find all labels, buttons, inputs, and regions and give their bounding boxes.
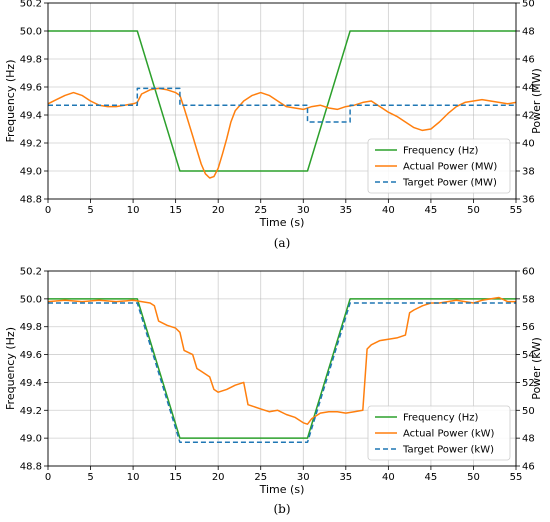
y-right-tick-label: 56 xyxy=(522,322,535,333)
y-tick-label: 50.0 xyxy=(20,294,42,305)
legend-label: Frequency (Hz) xyxy=(403,146,479,157)
x-tick-label: 10 xyxy=(127,205,140,216)
y-right-tick-label: 50 xyxy=(522,0,535,10)
y-tick-label: 49.8 xyxy=(20,55,42,66)
y-tick-label: 48.8 xyxy=(20,195,42,206)
x-axis-label: Time (s) xyxy=(259,483,305,496)
x-tick-label: 45 xyxy=(425,472,438,483)
y-right-tick-label: 58 xyxy=(522,294,535,305)
y-tick-label: 49.2 xyxy=(20,139,42,150)
y-tick-label: 49.8 xyxy=(20,322,42,333)
y-axis-label: Frequency (Hz) xyxy=(4,327,17,410)
y-tick-label: 49.0 xyxy=(20,434,42,445)
series-line xyxy=(47,87,517,179)
y-axis-label: Frequency (Hz) xyxy=(4,60,17,143)
x-tick-label: 40 xyxy=(382,472,395,483)
y-tick-label: 49.6 xyxy=(20,350,42,361)
y-right-tick-label: 48 xyxy=(522,27,535,38)
y-right-tick-label: 50 xyxy=(522,406,535,417)
legend-label: Actual Power (MW) xyxy=(403,162,497,173)
x-tick-label: 50 xyxy=(467,205,480,216)
y-right-tick-label: 60 xyxy=(522,267,535,278)
x-tick-label: 35 xyxy=(339,205,352,216)
legend-box xyxy=(367,405,511,461)
series-line xyxy=(48,87,516,123)
y-right-tick-label: 42 xyxy=(522,111,535,122)
plot-frame xyxy=(47,270,517,467)
chart-panel: 0 5 10 15 20 25 30 35 40 45 50 55 48.8 49.0 49.2 49.4 49… xyxy=(4,0,543,250)
legend-label: Frequency (Hz) xyxy=(403,413,479,424)
chart-panel: 0 5 10 15 20 25 30 35 40 45 50 55 48.8 49.0 49.2 49.4 49… xyxy=(4,267,543,517)
y-tick-label: 49.0 xyxy=(20,167,42,178)
y-right-tick-label: 52 xyxy=(522,378,535,389)
legend-label: Target Power (MW) xyxy=(402,178,497,189)
y-right-axis-label: Power (kW) xyxy=(530,337,543,400)
y-tick-label: 49.2 xyxy=(20,406,42,417)
figure-caption: (a) xyxy=(274,236,291,250)
x-axis-label: Time (s) xyxy=(259,216,305,229)
series-line xyxy=(47,296,516,425)
x-tick-label: 25 xyxy=(254,472,267,483)
series-line xyxy=(48,30,516,172)
y-right-tick-label: 46 xyxy=(522,462,535,473)
x-tick-label: 5 xyxy=(87,472,93,483)
x-tick-label: 55 xyxy=(510,472,523,483)
y-tick-label: 50.2 xyxy=(20,0,42,10)
x-tick-label: 40 xyxy=(382,205,395,216)
x-tick-label: 50 xyxy=(467,472,480,483)
x-tick-label: 45 xyxy=(425,205,438,216)
y-right-tick-label: 40 xyxy=(522,139,535,150)
x-tick-label: 15 xyxy=(169,205,182,216)
y-tick-label: 50.2 xyxy=(20,267,42,278)
x-tick-label: 10 xyxy=(127,472,140,483)
legend-label: Actual Power (kW) xyxy=(403,429,495,440)
y-right-tick-label: 54 xyxy=(522,350,535,361)
figure-caption: (b) xyxy=(273,502,290,516)
y-tick-label: 49.6 xyxy=(20,83,42,94)
legend: Frequency (Hz) Actual Power (MW) Target Po… xyxy=(367,138,511,194)
series-line xyxy=(48,298,516,439)
x-tick-label: 30 xyxy=(297,472,310,483)
y-tick-label: 49.4 xyxy=(20,111,42,122)
y-tick-label: 49.4 xyxy=(20,378,42,389)
x-tick-label: 0 xyxy=(45,472,51,483)
x-tick-label: 25 xyxy=(254,205,267,216)
y-right-axis-label: Power (MW) xyxy=(530,68,543,134)
y-right-tick-label: 36 xyxy=(522,195,535,206)
y-right-tick-label: 46 xyxy=(522,55,535,66)
x-tick-label: 20 xyxy=(212,472,225,483)
plot-frame xyxy=(47,2,517,200)
legend-box xyxy=(367,138,511,194)
y-right-tick-label: 48 xyxy=(522,434,535,445)
y-right-tick-label: 44 xyxy=(522,83,535,94)
y-tick-label: 48.8 xyxy=(20,462,42,473)
y-tick-label: 50.0 xyxy=(20,27,42,38)
x-tick-label: 15 xyxy=(169,472,182,483)
legend: Frequency (Hz) Actual Power (kW) Target Po… xyxy=(367,405,511,461)
x-tick-label: 0 xyxy=(45,205,51,216)
x-tick-label: 30 xyxy=(297,205,310,216)
x-tick-label: 35 xyxy=(339,472,352,483)
x-tick-label: 5 xyxy=(87,205,93,216)
series-line xyxy=(48,302,516,444)
x-tick-label: 55 xyxy=(510,205,523,216)
legend-label: Target Power (kW) xyxy=(402,445,494,456)
x-tick-label: 20 xyxy=(212,205,225,216)
y-right-tick-label: 38 xyxy=(522,167,535,178)
